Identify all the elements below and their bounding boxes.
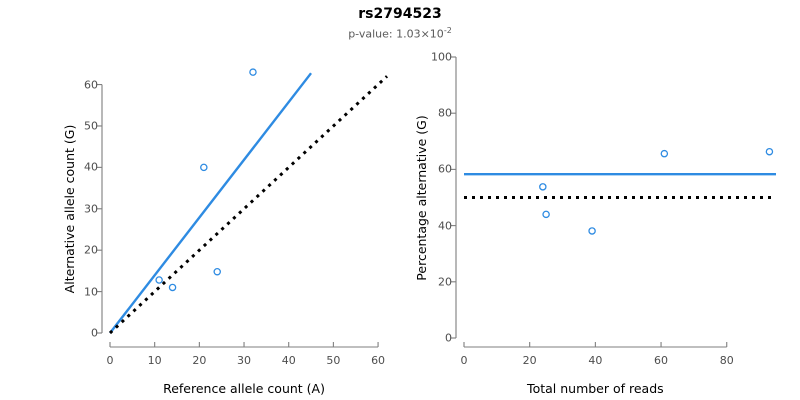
plot-area-percentage-alternative bbox=[400, 0, 800, 400]
data-point bbox=[588, 227, 596, 235]
x-tick-label: 0 bbox=[460, 354, 468, 367]
x-tick-label: 40 bbox=[281, 354, 296, 367]
x-tick-label: 60 bbox=[371, 354, 386, 367]
data-point bbox=[539, 183, 547, 191]
x-tick-label: 80 bbox=[719, 354, 734, 367]
y-tick-label: 20 bbox=[438, 275, 452, 289]
x-tick-label: 50 bbox=[326, 354, 341, 367]
y-tick-label: 0 bbox=[445, 331, 452, 345]
x-tick-label: 30 bbox=[237, 354, 252, 367]
y-tick-label: 0 bbox=[91, 326, 98, 340]
data-point bbox=[249, 68, 257, 76]
fitted-ratio-line bbox=[109, 72, 312, 334]
pvalue-prefix: p-value: bbox=[348, 27, 397, 41]
data-point bbox=[765, 147, 774, 156]
panel-percentage-alternative bbox=[400, 0, 800, 400]
y-tick-label: 40 bbox=[84, 160, 98, 174]
data-point bbox=[200, 163, 208, 172]
data-point bbox=[168, 283, 177, 292]
equal-ratio-line bbox=[108, 75, 389, 335]
pvalue-subtitle: p-value: 1.03×10-2 bbox=[0, 26, 800, 41]
x-tick-label: 20 bbox=[522, 354, 537, 367]
x-axis-title: Total number of reads bbox=[527, 381, 664, 396]
x-tick-label: 0 bbox=[106, 354, 114, 367]
pvalue-mantissa: 1.03×10 bbox=[396, 27, 444, 41]
panel-allele-counts bbox=[97, 68, 389, 348]
x-tick-label: 60 bbox=[654, 354, 669, 367]
pvalue-exponent: -2 bbox=[443, 26, 452, 35]
data-point bbox=[213, 267, 221, 276]
x-tick-label: 40 bbox=[588, 354, 603, 367]
data-point bbox=[660, 149, 669, 158]
chart-percentage-alternative bbox=[451, 56, 776, 348]
x-tick-label: 20 bbox=[192, 354, 207, 367]
y-tick-label: 80 bbox=[438, 106, 452, 120]
y-tick-label: 50 bbox=[84, 119, 98, 133]
data-point bbox=[155, 276, 163, 284]
y-axis-title: Percentage alternative (G) bbox=[414, 114, 429, 281]
y-tick-label: 20 bbox=[84, 243, 98, 257]
data-point bbox=[542, 210, 550, 219]
y-tick-label: 60 bbox=[84, 78, 98, 92]
y-tick-label: 60 bbox=[438, 162, 452, 176]
y-tick-label: 40 bbox=[438, 219, 452, 233]
y-axis-title: Alternative allele count (G) bbox=[62, 124, 77, 294]
page-title: rs2794523 bbox=[358, 6, 442, 22]
x-tick-label: 10 bbox=[147, 354, 162, 367]
x-axis-title: Reference allele count (A) bbox=[163, 381, 325, 396]
y-tick-label: 30 bbox=[84, 202, 98, 216]
y-tick-label: 10 bbox=[84, 285, 98, 299]
y-tick-label: 100 bbox=[431, 50, 452, 64]
chart-allele-counts bbox=[97, 68, 389, 348]
